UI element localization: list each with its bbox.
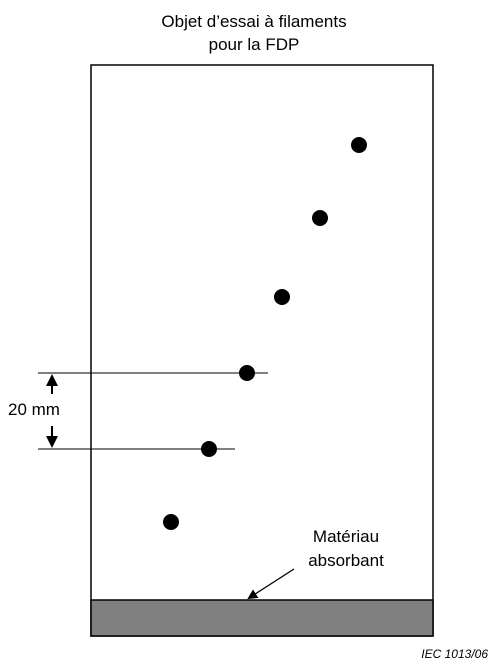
dimension-label: 20 mm [8,400,60,419]
arrow-up-icon [46,374,58,386]
absorbent-label-line-1: Matériau [313,527,379,546]
title-line-1: Objet d’essai à filaments [161,12,346,31]
title-line-2: pour la FDP [209,35,300,54]
particle-2 [312,210,328,226]
particle-3 [274,289,290,305]
absorbent-material [90,599,434,637]
absorbent-pointer-arrow [247,568,295,600]
absorbent-label-line-2: absorbant [308,551,384,570]
arrow-down-icon [46,436,58,448]
particle-1 [351,137,367,153]
figure-reference: IEC 1013/06 [421,647,488,661]
particle-6 [163,514,179,530]
